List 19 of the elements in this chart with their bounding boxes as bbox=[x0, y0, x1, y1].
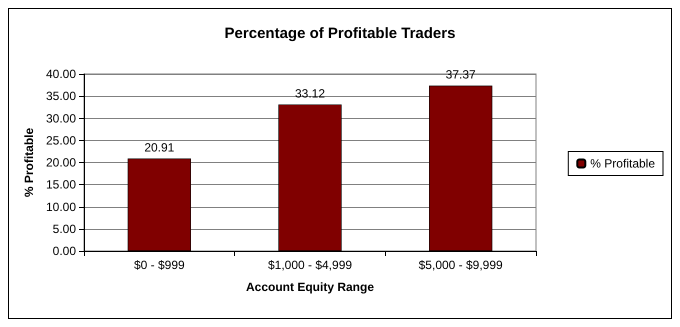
y-tick-label: 0.00 bbox=[52, 244, 76, 258]
y-tick-label: 5.00 bbox=[52, 222, 76, 236]
data-label: 20.91 bbox=[144, 140, 175, 154]
x-tick-label: $0 - $999 bbox=[134, 258, 186, 272]
y-tick-label: 40.00 bbox=[46, 67, 76, 81]
data-label: 33.12 bbox=[294, 86, 326, 100]
x-tick-label: $5,000 - $9,999 bbox=[418, 258, 504, 272]
y-tick-label: 30.00 bbox=[46, 111, 76, 126]
y-tick-label: 25.00 bbox=[46, 133, 76, 148]
y-tick-label: 20.00 bbox=[46, 156, 76, 170]
y-tick-label: 10.00 bbox=[46, 200, 76, 214]
y-tick-label: 35.00 bbox=[46, 89, 76, 104]
y-tick-label: 15.00 bbox=[46, 178, 76, 192]
legend-label: % Profitable bbox=[590, 156, 656, 170]
y-axis-title: % Profitable bbox=[22, 128, 36, 198]
chart-title: Percentage of Profitable Traders bbox=[224, 25, 456, 42]
data-label: 37.37 bbox=[446, 68, 476, 82]
x-axis-title: Account Equity Range bbox=[246, 280, 374, 294]
x-tick-label: $1,000 - $4,999 bbox=[268, 258, 352, 272]
